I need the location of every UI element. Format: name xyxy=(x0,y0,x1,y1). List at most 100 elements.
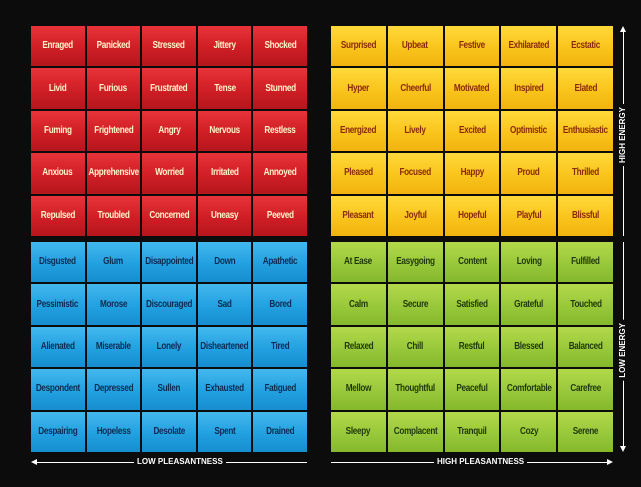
emotion-label: Bored xyxy=(269,298,292,310)
emotion-cell-hyper: Hyper xyxy=(331,68,386,109)
emotion-label: Ecstatic xyxy=(571,40,600,52)
emotion-cell-relaxed: Relaxed xyxy=(331,326,386,368)
emotion-cell-pleasant: Pleasant xyxy=(331,195,386,236)
emotion-label: Satisfied xyxy=(456,298,488,310)
emotion-label: Frustrated xyxy=(150,82,188,94)
emotion-cell-elated: Elated xyxy=(558,68,613,109)
emotion-cell-inspired: Inspired xyxy=(501,68,557,109)
emotion-cell-stressed: Stressed xyxy=(142,26,196,67)
emotion-label: Drained xyxy=(266,425,295,437)
emotion-label: Miserable xyxy=(95,340,131,352)
emotion-cell-furious: Furious xyxy=(86,68,141,109)
emotion-cell-desolate: Desolate xyxy=(142,411,196,452)
emotion-cell-fuming: Fuming xyxy=(31,110,85,152)
quadrant-low-energy-high-pleasantness: At Ease Easygoing Content Loving Fulfilled Ca… xyxy=(331,242,613,452)
emotion-cell-tired: Tired xyxy=(253,326,307,368)
emotion-cell-secure: Secure xyxy=(387,284,443,325)
emotion-cell-discouraged: Discouraged xyxy=(142,284,196,325)
emotion-cell-optimistic: Optimistic xyxy=(501,110,557,152)
emotion-label: Elated xyxy=(574,82,597,94)
emotion-label: Optimistic xyxy=(510,124,548,136)
emotion-label: Livid xyxy=(49,82,67,94)
emotion-label: Pleasant xyxy=(342,209,374,221)
emotion-cell-concerned: Concerned xyxy=(142,195,196,236)
emotion-cell-calm: Calm xyxy=(331,284,386,325)
emotion-cell-comfortable: Comfortable xyxy=(501,369,557,410)
quadrant-low-energy-low-pleasantness: Disgusted Glum Disappointed Down Apathetic Pe… xyxy=(31,242,307,452)
emotion-label: Happy xyxy=(460,167,484,179)
emotion-label: Thoughtful xyxy=(395,383,435,395)
emotion-cell-spent: Spent xyxy=(197,411,252,452)
emotion-label: Desolate xyxy=(153,425,185,437)
emotion-cell-sullen: Sullen xyxy=(142,369,196,410)
emotion-cell-content: Content xyxy=(444,242,500,283)
emotion-label: Disgusted xyxy=(39,256,77,268)
emotion-label: Inspired xyxy=(514,82,544,94)
emotion-cell-uneasy: Uneasy xyxy=(197,195,252,236)
emotion-cell-restful: Restful xyxy=(444,326,500,368)
emotion-label: Festive xyxy=(459,40,485,52)
emotion-cell-cheerful: Cheerful xyxy=(387,68,443,109)
emotion-cell-frightened: Frightened xyxy=(86,110,141,152)
emotion-cell-anxious: Anxious xyxy=(31,153,85,194)
emotion-cell-exhausted: Exhausted xyxy=(197,369,252,410)
emotion-label: Panicked xyxy=(96,40,131,52)
emotion-cell-festive: Festive xyxy=(444,26,500,67)
emotion-cell-excited: Excited xyxy=(444,110,500,152)
emotion-cell-peaceful: Peaceful xyxy=(444,369,500,410)
emotion-label: Stunned xyxy=(264,82,296,94)
emotion-label: Balanced xyxy=(568,340,603,352)
emotion-label: Surprised xyxy=(340,40,377,52)
emotion-cell-nervous: Nervous xyxy=(197,110,252,152)
emotion-label: Tired xyxy=(271,340,290,352)
emotion-cell-surprised: Surprised xyxy=(331,26,386,67)
emotion-cell-ecstatic: Ecstatic xyxy=(558,26,613,67)
emotion-label: Angry xyxy=(157,124,181,136)
emotion-label: Spent xyxy=(214,425,236,437)
emotion-cell-mellow: Mellow xyxy=(331,369,386,410)
emotion-label: Apprehensive xyxy=(88,167,139,179)
emotion-cell-repulsed: Repulsed xyxy=(31,195,85,236)
emotion-label: Alienated xyxy=(40,340,75,352)
emotion-label: Upbeat xyxy=(402,40,429,52)
emotion-cell-pessimistic: Pessimistic xyxy=(31,284,85,325)
emotion-label: Concerned xyxy=(149,209,189,221)
emotion-cell-enthusiastic: Enthusiastic xyxy=(558,110,613,152)
emotion-label: Touched xyxy=(569,298,602,310)
emotion-cell-fulfilled: Fulfilled xyxy=(558,242,613,283)
emotion-cell-focused: Focused xyxy=(387,153,443,194)
emotion-cell-miserable: Miserable xyxy=(86,326,141,368)
emotion-label: Despairing xyxy=(38,425,78,437)
emotion-cell-frustrated: Frustrated xyxy=(142,68,196,109)
emotion-label: Grateful xyxy=(514,298,544,310)
emotion-cell-tense: Tense xyxy=(197,68,252,109)
emotion-cell-motivated: Motivated xyxy=(444,68,500,109)
emotion-label: Sad xyxy=(217,298,232,310)
emotion-cell-blessed: Blessed xyxy=(501,326,557,368)
emotion-label: Fatigued xyxy=(264,383,296,395)
emotion-label: Tranquil xyxy=(457,425,487,437)
emotion-cell-morose: Morose xyxy=(86,284,141,325)
emotion-label: Peaceful xyxy=(456,383,488,395)
emotion-label: Sleepy xyxy=(346,425,371,437)
emotion-label: Energized xyxy=(340,124,377,136)
emotion-label: Exhausted xyxy=(205,383,244,395)
emotion-cell-at-ease: At Ease xyxy=(331,242,386,283)
emotion-cell-sad: Sad xyxy=(197,284,252,325)
emotion-cell-exhilarated: Exhilarated xyxy=(501,26,557,67)
emotion-label: Playful xyxy=(516,209,542,221)
emotion-cell-touched: Touched xyxy=(558,284,613,325)
emotion-cell-playful: Playful xyxy=(501,195,557,236)
emotion-label: Loving xyxy=(516,256,542,268)
emotion-label: Uneasy xyxy=(210,209,239,221)
emotion-label: Chill xyxy=(407,340,424,352)
emotion-label: Cheerful xyxy=(399,82,431,94)
emotion-label: Peeved xyxy=(266,209,294,221)
emotion-cell-lonely: Lonely xyxy=(142,326,196,368)
emotion-cell-down: Down xyxy=(197,242,252,283)
emotion-label: Restless xyxy=(264,124,296,136)
emotion-label: Annoyed xyxy=(263,167,297,179)
emotion-label: Carefree xyxy=(570,383,601,395)
emotion-label: Blessed xyxy=(514,340,544,352)
emotion-cell-disappointed: Disappointed xyxy=(142,242,196,283)
